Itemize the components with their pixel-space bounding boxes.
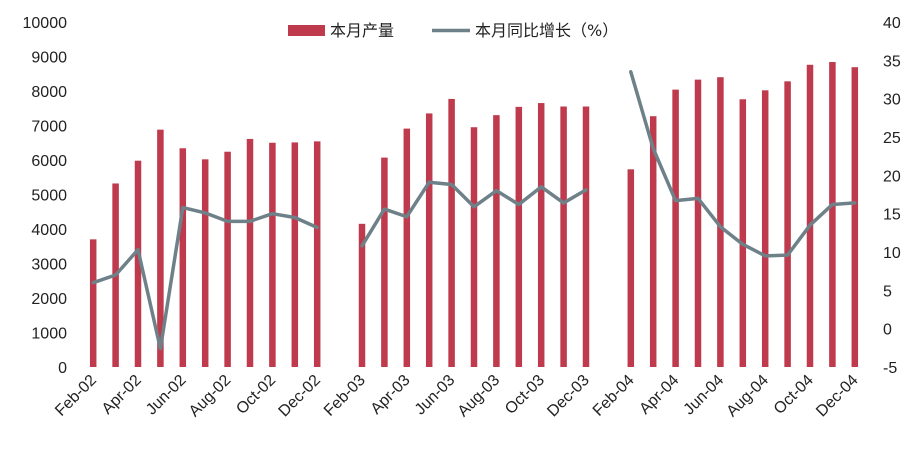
bar: [537, 103, 545, 367]
left-axis-tick-label: 9000: [31, 50, 67, 67]
bar: [89, 239, 97, 367]
x-axis-tick-label: Dec-04: [813, 372, 862, 421]
x-axis-tick-label: Dec-02: [276, 372, 325, 421]
x-axis-tick-label: Dec-03: [544, 372, 593, 421]
legend-bar-label: 本月产量: [330, 21, 394, 40]
legend-bar-swatch: [288, 25, 325, 36]
bar-series: [89, 62, 859, 368]
right-axis-tick-label: 40: [883, 15, 901, 32]
bar: [761, 90, 769, 367]
bar: [358, 223, 366, 367]
bar: [179, 148, 187, 367]
bar: [806, 64, 814, 367]
left-axis-tick-label: 10000: [23, 15, 68, 32]
left-axis-tick-label: 2000: [31, 291, 67, 308]
x-axis-tick-label: Jun-02: [143, 372, 190, 419]
bar: [134, 160, 142, 367]
right-axis-tick-label: 35: [883, 53, 901, 70]
bar: [717, 77, 724, 367]
bar: [291, 142, 299, 367]
bar: [448, 98, 455, 367]
bar: [829, 62, 836, 368]
left-axis-tick-label: 4000: [31, 222, 67, 239]
x-axis-tick-label: Aug-02: [186, 372, 235, 421]
right-axis-tick-label: -5: [883, 360, 897, 377]
left-axis-tick-label: 1000: [31, 326, 67, 343]
left-axis: 0 1000 2000 3000 4000 5000 6000 7000 8000 9000 100…: [23, 15, 68, 377]
bar: [493, 115, 500, 368]
bar: [201, 159, 209, 367]
bar: [269, 142, 276, 367]
right-axis-tick-label: 10: [883, 245, 901, 262]
bar: [649, 116, 657, 367]
left-axis-tick-label: 8000: [31, 84, 67, 101]
bar: [851, 67, 859, 367]
x-axis: Feb-02Apr-02Jun-02Aug-02Oct-02Dec-02Feb-…: [52, 372, 862, 421]
x-axis-tick-label: Oct-04: [771, 372, 817, 418]
bar: [560, 106, 567, 368]
bar: [313, 141, 321, 367]
right-axis-tick-label: 5: [883, 283, 892, 300]
x-axis-tick-label: Feb-03: [321, 372, 369, 420]
bar: [582, 106, 590, 368]
left-axis-tick-label: 6000: [31, 153, 67, 170]
right-axis-tick-label: 15: [883, 207, 901, 224]
left-axis-tick-label: 3000: [31, 257, 67, 274]
line-series: [91, 70, 857, 351]
bar: [694, 79, 702, 368]
bar: [157, 129, 164, 367]
growth-line-segment: [91, 205, 319, 351]
legend-line-label: 本月同比增长（%）: [475, 21, 618, 40]
bar: [224, 151, 231, 367]
x-axis-tick-label: Oct-03: [502, 372, 548, 418]
right-axis-tick-label: 0: [883, 322, 892, 339]
right-axis-tick-label: 30: [883, 92, 901, 109]
x-axis-tick-label: Aug-03: [455, 372, 504, 421]
bar: [246, 138, 254, 367]
right-axis: -5 0 5 10 15 20 25 30 35 40: [883, 15, 901, 377]
right-axis-tick-label: 20: [883, 168, 901, 185]
x-axis-tick-label: Apr-02: [99, 372, 145, 418]
bar: [784, 81, 791, 367]
x-axis-tick-label: Apr-04: [636, 372, 682, 418]
bar: [470, 127, 478, 367]
bar: [515, 106, 523, 368]
growth-line-segment: [629, 70, 857, 258]
x-axis-tick-label: Feb-04: [590, 372, 638, 420]
x-axis-tick-label: Jun-03: [412, 372, 459, 419]
bar: [381, 157, 388, 367]
x-axis-tick-label: Aug-04: [724, 372, 773, 421]
bar: [403, 128, 411, 367]
left-axis-tick-label: 5000: [31, 188, 67, 205]
x-axis-tick-label: Oct-02: [233, 372, 279, 418]
bar: [739, 99, 747, 367]
right-axis-tick-label: 25: [883, 130, 901, 147]
x-axis-tick-label: Feb-02: [52, 372, 100, 420]
growth-line-segment: [360, 180, 588, 248]
legend: 本月产量 本月同比增长（%）: [288, 21, 618, 40]
x-axis-tick-label: Apr-03: [368, 372, 414, 418]
x-axis-tick-label: Jun-04: [681, 372, 728, 419]
bar: [627, 169, 635, 367]
left-axis-tick-label: 7000: [31, 119, 67, 136]
bar: [425, 113, 433, 368]
left-axis-tick-label: 0: [58, 360, 67, 377]
bar: [672, 89, 679, 368]
